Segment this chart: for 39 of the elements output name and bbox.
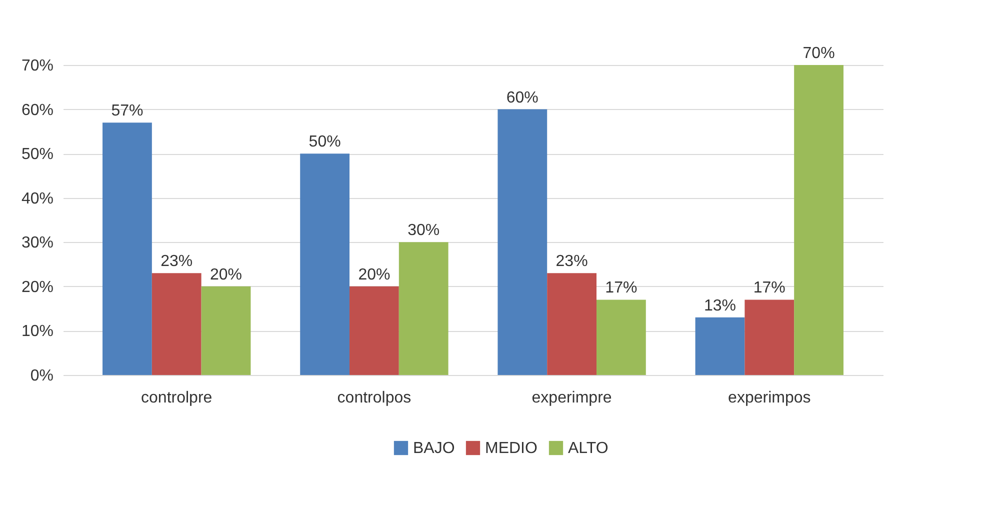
bar (596, 300, 646, 375)
data-label: 23% (556, 253, 588, 270)
bar (695, 317, 745, 375)
x-tick-label: controlpre (141, 390, 212, 406)
data-label: 70% (802, 45, 835, 62)
y-tick-label: 10% (21, 323, 54, 340)
data-label: 17% (605, 280, 638, 297)
bar (794, 65, 844, 375)
bar (152, 273, 202, 375)
bar (398, 242, 448, 375)
bar (300, 154, 350, 375)
y-tick-label: 0% (30, 368, 54, 384)
bar (201, 286, 251, 375)
legend-label: BAJO (413, 440, 455, 457)
legend-label: MEDIO (485, 440, 538, 457)
y-tick-label: 50% (21, 146, 54, 164)
data-label: 50% (308, 134, 341, 151)
data-label: 20% (358, 266, 390, 284)
data-label: 57% (111, 102, 144, 120)
x-tick-label: controlpos (337, 390, 412, 406)
data-label: 20% (210, 266, 242, 284)
bar (350, 286, 399, 375)
y-tick-label: 60% (21, 102, 54, 119)
data-label: 30% (408, 222, 440, 240)
data-label: 17% (753, 280, 786, 297)
x-tick-label: experimpos (728, 390, 811, 406)
y-tick-label: 30% (21, 234, 54, 252)
y-tick-label: 40% (21, 190, 54, 208)
legend-label: ALTO (568, 440, 608, 457)
data-label: 23% (160, 253, 193, 270)
y-tick-label: 20% (21, 278, 54, 296)
data-label: 13% (704, 297, 736, 314)
bar (547, 273, 596, 375)
bar (102, 122, 152, 375)
data-label: 60% (506, 89, 538, 106)
bar (744, 300, 794, 375)
bar (498, 109, 548, 375)
x-tick-label: experimpre (532, 390, 612, 406)
y-tick-label: 70% (21, 58, 54, 74)
